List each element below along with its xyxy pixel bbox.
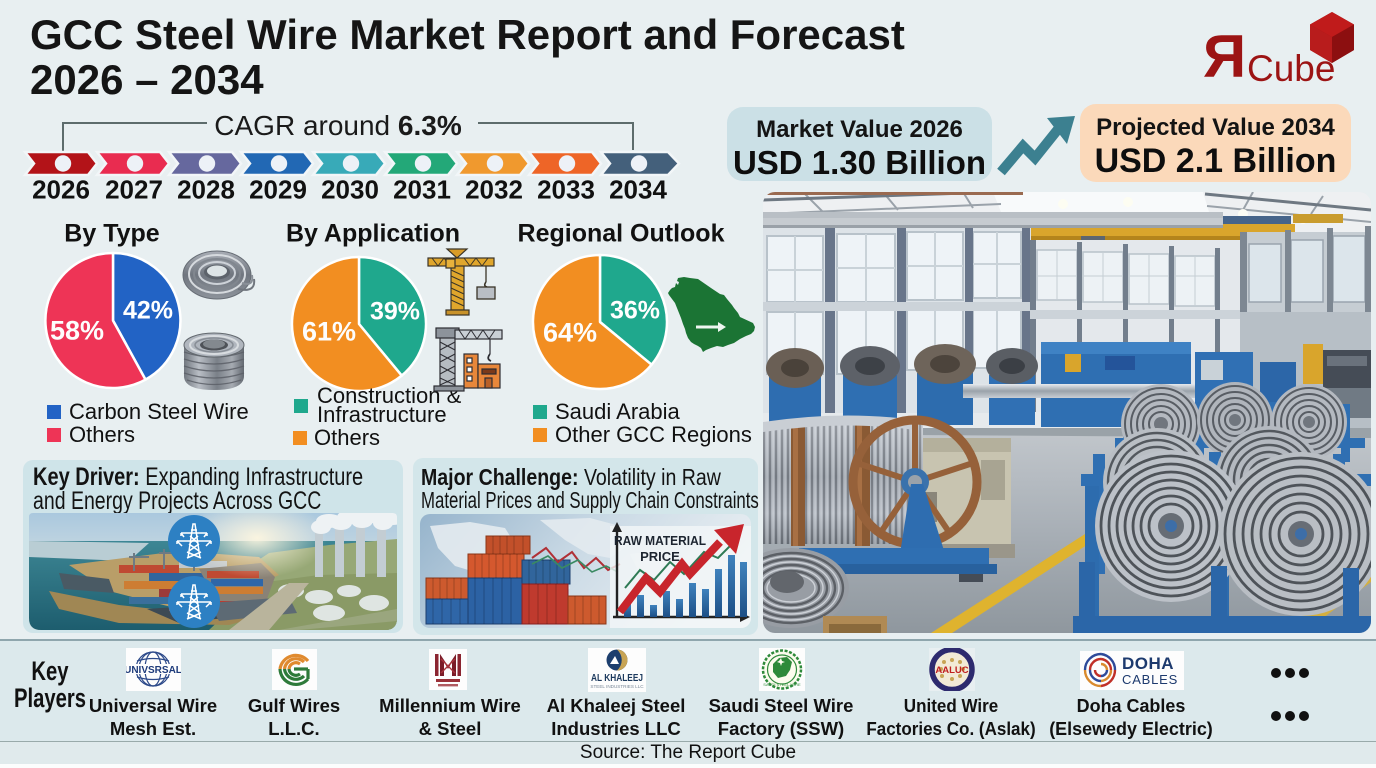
svg-text:PRICE: PRICE	[640, 549, 680, 564]
svg-text:UNIVSRSAL: UNIVSRSAL	[126, 665, 181, 676]
svg-text:DOHA: DOHA	[1122, 654, 1174, 673]
svg-text:AL KHALEEJ: AL KHALEEJ	[591, 673, 643, 684]
svg-text:RAW MATERIAL: RAW MATERIAL	[614, 533, 706, 548]
svg-text:AALUC: AALUC	[935, 665, 968, 676]
svg-text:SAUDI STEEL WIRE: SAUDI STEEL WIRE	[763, 682, 801, 687]
svg-text:STEEL INDUSTRIES LLC: STEEL INDUSTRIES LLC	[590, 684, 644, 689]
svg-text:CABLES: CABLES	[1122, 672, 1178, 687]
